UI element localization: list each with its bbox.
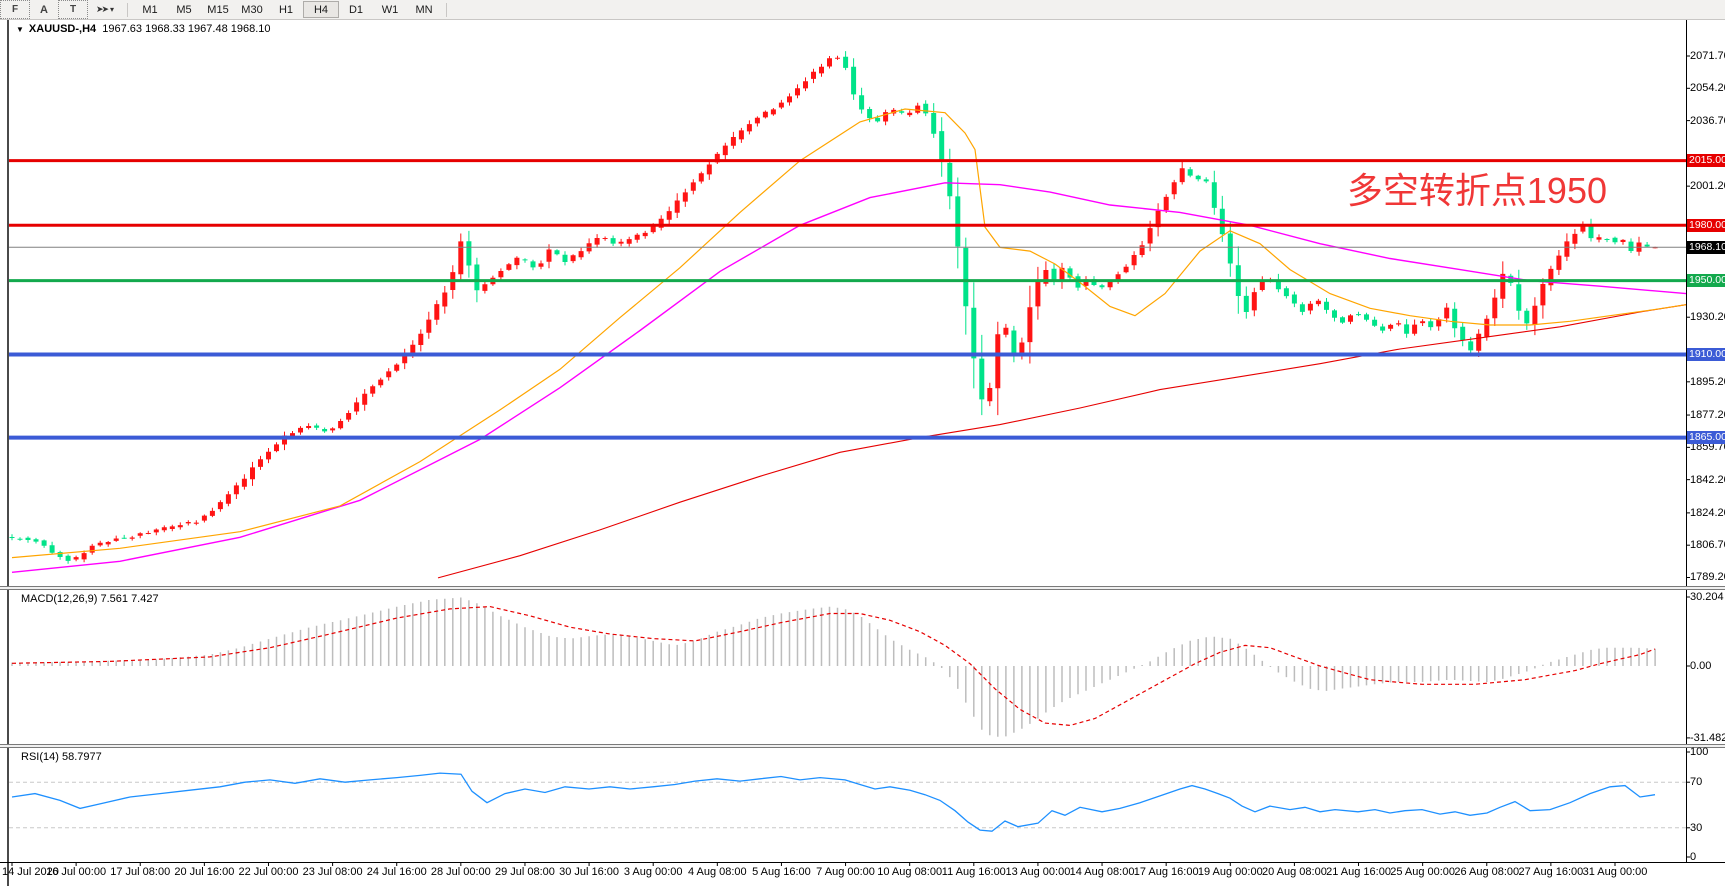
timeframe-button-d1[interactable]: D1 bbox=[348, 3, 364, 16]
timeframe-button-w1[interactable]: W1 bbox=[381, 3, 399, 16]
fibonacci-tool-button[interactable]: F bbox=[0, 0, 30, 19]
pane-splitter[interactable] bbox=[0, 586, 1725, 590]
cursor-tool-button[interactable]: ➤➤ ▾ bbox=[88, 1, 122, 18]
timeframe-button-m15[interactable]: M15 bbox=[207, 3, 229, 16]
timeframe-group: M1 M5 M15 M30 H1 H4 D1 W1 MN bbox=[133, 1, 441, 18]
toolbar: F A T ➤➤ ▾ M1 M5 M15 M30 H1 H4 D1 W1 MN bbox=[0, 0, 1725, 20]
timeframe-button-h4[interactable]: H4 bbox=[303, 1, 339, 18]
timeframe-button-m5[interactable]: M5 bbox=[176, 3, 192, 16]
chart-background bbox=[0, 19, 1725, 886]
timeframe-button-h1[interactable]: H1 bbox=[278, 3, 294, 16]
timeframe-button-m1[interactable]: M1 bbox=[142, 3, 158, 16]
toolbar-separator bbox=[446, 2, 447, 17]
fast-ma-line bbox=[11, 108, 1687, 559]
dropdown-arrow-icon[interactable]: ▾ bbox=[110, 5, 115, 14]
rsi-line bbox=[11, 772, 1656, 832]
cursor-mode-icon: ➤➤ bbox=[95, 4, 109, 14]
window-left-border bbox=[7, 20, 9, 886]
toolbar-separator bbox=[127, 2, 128, 17]
font-tool-button[interactable]: A bbox=[40, 3, 48, 16]
macd-histogram bbox=[11, 597, 1656, 737]
timeframe-button-m30[interactable]: M30 bbox=[241, 3, 263, 16]
text-tool-button[interactable]: T bbox=[58, 0, 88, 19]
pane-splitter[interactable] bbox=[0, 744, 1725, 748]
slow-ma-line bbox=[437, 304, 1687, 579]
mid-ma-line bbox=[11, 182, 1687, 573]
timeframe-button-mn[interactable]: MN bbox=[415, 3, 433, 16]
